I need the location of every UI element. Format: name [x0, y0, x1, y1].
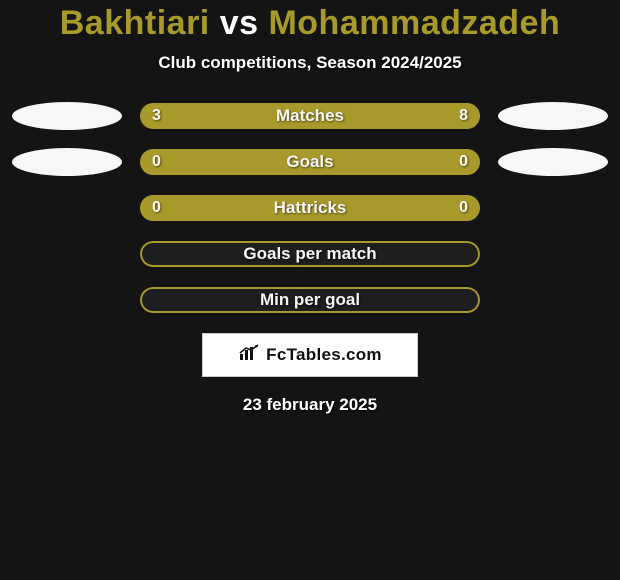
- avatar: [12, 102, 122, 130]
- comparison-infographic: Bakhtiari vs Mohammadzadeh Club competit…: [0, 0, 620, 415]
- bar-fill-right: [310, 149, 480, 175]
- avatar: [498, 148, 608, 176]
- stat-row: Min per goal: [0, 287, 620, 313]
- title-player-left: Bakhtiari: [60, 4, 210, 42]
- footer-brand: FcTables.com: [266, 345, 382, 365]
- bar-fill-left: [140, 149, 310, 175]
- subtitle: Club competitions, Season 2024/2025: [0, 53, 620, 73]
- bar-fill-left: [140, 103, 232, 129]
- stat-bar: 00Goals: [140, 149, 480, 175]
- title-vs: vs: [210, 4, 269, 42]
- stat-row: 38Matches: [0, 103, 620, 129]
- page-title: Bakhtiari vs Mohammadzadeh: [0, 4, 620, 43]
- bar-fill-right: [232, 103, 480, 129]
- bar-fill-right: [310, 195, 480, 221]
- chart-icon: [238, 344, 260, 367]
- stat-bar: Goals per match: [140, 241, 480, 267]
- stat-bar: 00Hattricks: [140, 195, 480, 221]
- stats-list: 38Matches 00Goals 00Hattricks Goals per mat…: [0, 103, 620, 313]
- avatar: [12, 148, 122, 176]
- bar-fill-left: [140, 195, 310, 221]
- footer-date: 23 february 2025: [0, 395, 620, 415]
- stat-row: 00Hattricks: [0, 195, 620, 221]
- stat-row: 00Goals: [0, 149, 620, 175]
- avatar: [498, 102, 608, 130]
- stat-row: Goals per match: [0, 241, 620, 267]
- bar-background: [140, 287, 480, 313]
- bar-background: [140, 241, 480, 267]
- stat-bar: Min per goal: [140, 287, 480, 313]
- footer-badge: FcTables.com: [202, 333, 418, 377]
- stat-bar: 38Matches: [140, 103, 480, 129]
- title-player-right: Mohammadzadeh: [268, 4, 560, 42]
